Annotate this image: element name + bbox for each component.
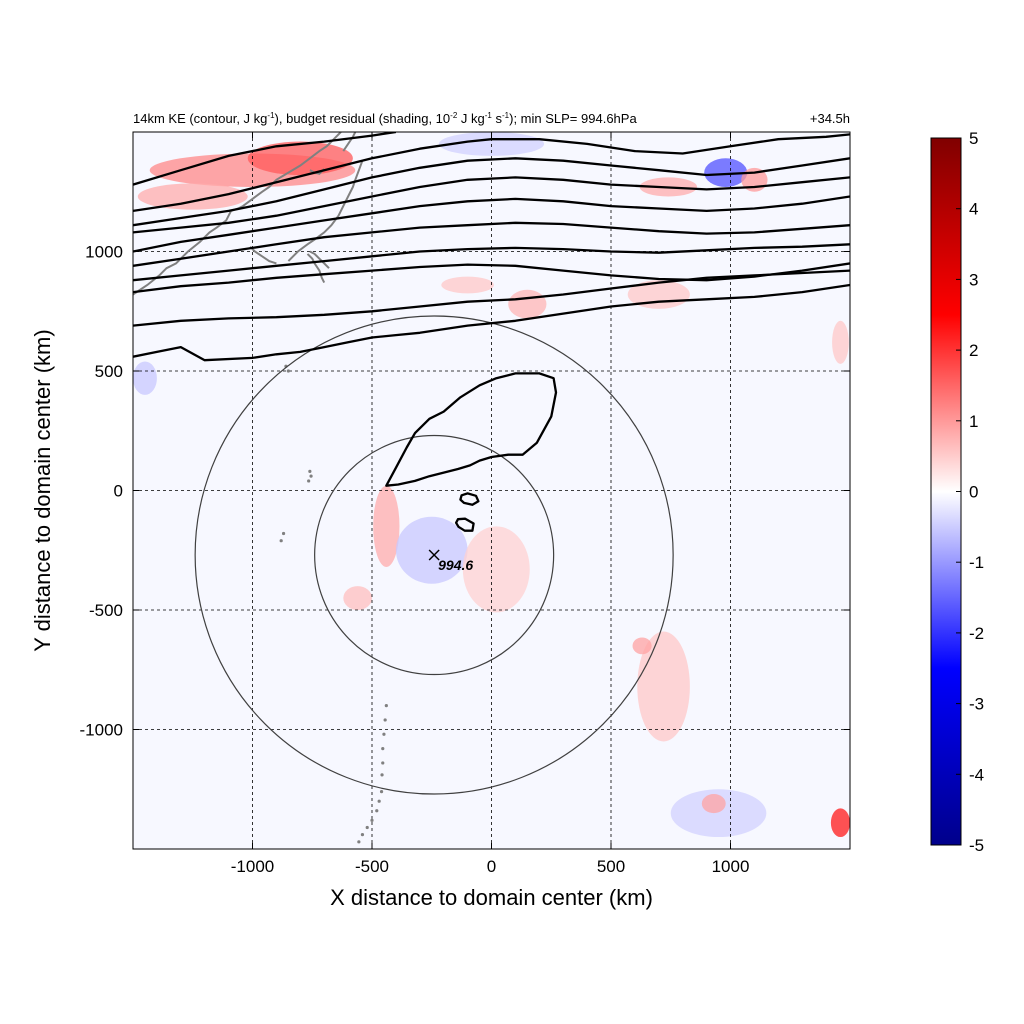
x-tick-label: 500 (597, 857, 625, 876)
residual-anomaly (462, 526, 530, 613)
island (365, 825, 369, 830)
chart-title: 14km KE (contour, J kg-1), budget residu… (133, 111, 637, 126)
residual-anomaly (395, 516, 468, 584)
island (381, 761, 385, 765)
island (381, 747, 385, 751)
forecast-time-label: +34.5h (810, 111, 850, 126)
ke-contours (133, 132, 850, 532)
coastline (342, 132, 357, 152)
island (375, 809, 379, 813)
island (279, 539, 283, 543)
range-circle (194, 315, 674, 795)
colorbar-tick-label: 2 (969, 341, 978, 360)
residual-anomaly (247, 141, 353, 176)
colorbar-tick-label: -4 (969, 765, 984, 784)
residual-anomaly (438, 132, 545, 156)
coastline (309, 250, 330, 269)
ke-contour-line (133, 176, 850, 234)
y-tick-label: 500 (95, 362, 123, 381)
residual-anomaly (832, 320, 849, 364)
ke-contour-line (133, 283, 850, 362)
colorbar-tick-label: 4 (969, 200, 978, 219)
island (370, 818, 374, 822)
island (309, 474, 313, 478)
island (379, 790, 384, 794)
island (281, 531, 286, 536)
colorbar-tick-label: 1 (969, 412, 978, 431)
ke-contour-line (133, 243, 850, 282)
island (383, 718, 387, 722)
island (384, 704, 388, 708)
colorbar-tick-label: 0 (969, 483, 978, 502)
storm-marker-group: 994.6 (428, 549, 473, 573)
ke-contour-line (133, 195, 850, 253)
x-tick-label: -1000 (231, 857, 274, 876)
ke-contour-line (133, 157, 850, 227)
ke-contour-line (133, 221, 850, 267)
x-tick-label: 1000 (712, 857, 750, 876)
ke-contour-line (133, 269, 850, 327)
x-tick-label: 0 (487, 857, 496, 876)
coastline (249, 245, 277, 265)
residual-anomaly (632, 637, 652, 655)
colorbar-tick-label: 3 (969, 270, 978, 289)
y-tick-label: -500 (89, 601, 123, 620)
y-tick-label: -1000 (80, 721, 123, 740)
island (382, 732, 386, 736)
y-tick-label: 0 (114, 482, 123, 501)
island (377, 799, 381, 803)
ke-contour-line (459, 492, 480, 506)
residual-anomaly (343, 586, 372, 610)
range-circles (194, 315, 674, 795)
residual-anomaly (133, 361, 157, 395)
residual-anomaly (137, 183, 248, 210)
plot-layers (133, 132, 850, 849)
residual-anomaly (670, 789, 767, 838)
ke-contour-line (133, 133, 850, 213)
coastline (287, 160, 364, 262)
island (308, 469, 312, 473)
island (360, 833, 365, 837)
y-axis-ticks: 1000 500 0 -500 -1000 (80, 243, 850, 740)
residual-anomaly (637, 631, 690, 742)
min-slp-label: 994.6 (438, 557, 473, 573)
residual-anomaly (441, 276, 494, 294)
residual-anomaly (830, 808, 850, 838)
residual-anomaly (373, 485, 400, 567)
x-axis-ticks: -1000 -500 0 500 1000 (231, 132, 750, 876)
island (286, 369, 290, 373)
island (380, 773, 384, 777)
storm-center-marker (428, 549, 440, 561)
plot-background (133, 132, 850, 849)
colorbar-tick-label: -3 (969, 695, 984, 714)
ke-contour-line (454, 517, 475, 532)
residual-anomaly (704, 158, 748, 187)
y-tick-label: 1000 (85, 243, 123, 262)
y-axis-label: Y distance to domain center (km) (30, 329, 55, 651)
colorbar-tick-label: 5 (969, 129, 978, 148)
residual-anomaly (508, 289, 547, 319)
ke-contour-line (133, 262, 850, 294)
x-tick-label: -500 (355, 857, 389, 876)
residual-anomaly (701, 794, 726, 814)
colorbar-tick-label: -5 (969, 836, 984, 855)
coastline (306, 253, 326, 284)
colorbar-ticks: 5 4 3 2 1 0 -1 -2 -3 -4 -5 (956, 129, 984, 855)
ke-contour-line (385, 372, 558, 487)
range-circle (314, 434, 555, 676)
island (307, 479, 311, 483)
x-axis-label: X distance to domain center (km) (330, 885, 653, 910)
colorbar-tick-label: -1 (969, 553, 984, 572)
colorbar-tick-label: -2 (969, 624, 984, 643)
island (357, 840, 361, 844)
